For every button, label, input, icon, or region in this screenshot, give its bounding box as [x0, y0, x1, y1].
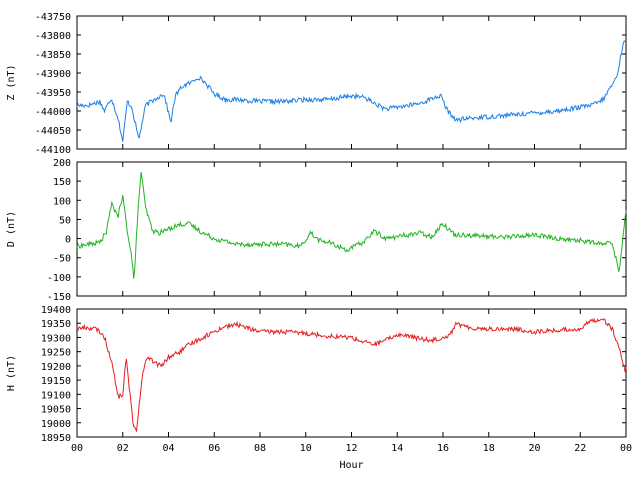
y-tick-label: -43950: [35, 88, 71, 99]
y-tick-label: 19200: [41, 362, 71, 373]
x-tick-label: 04: [162, 443, 174, 454]
y-axis-label: D (nT): [6, 211, 17, 247]
y-axis-label: H (nT): [6, 355, 17, 391]
series-line-3: [76, 317, 627, 432]
y-tick-label: -44000: [35, 107, 71, 118]
x-tick-label: 12: [345, 443, 357, 454]
y-tick-label: -43750: [35, 12, 71, 23]
y-tick-label: -43850: [35, 50, 71, 61]
x-tick-label: 20: [528, 443, 540, 454]
y-tick-label: 150: [53, 177, 71, 188]
x-tick-label: 16: [437, 443, 449, 454]
series-line-2: [76, 172, 627, 279]
y-tick-label: -150: [47, 292, 71, 303]
x-tick-label: 02: [117, 443, 129, 454]
y-tick-label: 19350: [41, 319, 71, 330]
x-tick-label: 00: [620, 443, 632, 454]
y-tick-label: -50: [53, 254, 71, 265]
panel-frame-3: [76, 308, 627, 438]
y-tick-label: -43900: [35, 69, 71, 80]
y-tick-label: 19400: [41, 305, 71, 316]
y-tick-label: 19100: [41, 390, 71, 401]
x-tick-label: 22: [574, 443, 586, 454]
x-tick-label: 00: [71, 443, 83, 454]
x-tick-label: 06: [208, 443, 220, 454]
x-tick-label: 10: [300, 443, 312, 454]
panel-frame-1: [76, 15, 627, 150]
y-tick-label: 19000: [41, 419, 71, 430]
y-axis-label: Z (nT): [6, 64, 17, 100]
y-tick-label: 200: [53, 158, 71, 169]
y-tick-label: -100: [47, 273, 71, 284]
y-tick-label: 19250: [41, 348, 71, 359]
x-tick-label: 18: [483, 443, 495, 454]
y-tick-label: -44050: [35, 126, 71, 137]
y-tick-label: -43800: [35, 31, 71, 42]
y-tick-label: 19150: [41, 376, 71, 387]
y-tick-label: -44100: [35, 145, 71, 156]
x-tick-label: 14: [391, 443, 403, 454]
y-tick-label: 50: [59, 215, 71, 226]
x-axis-label: Hour: [339, 460, 363, 471]
panel-frame-2: [76, 161, 627, 297]
x-tick-label: 08: [254, 443, 266, 454]
y-tick-label: 0: [65, 235, 71, 246]
y-tick-label: 19050: [41, 405, 71, 416]
series-line-1: [76, 40, 627, 142]
y-tick-label: 100: [53, 196, 71, 207]
y-tick-label: 19300: [41, 333, 71, 344]
y-tick-label: 18950: [41, 433, 71, 444]
